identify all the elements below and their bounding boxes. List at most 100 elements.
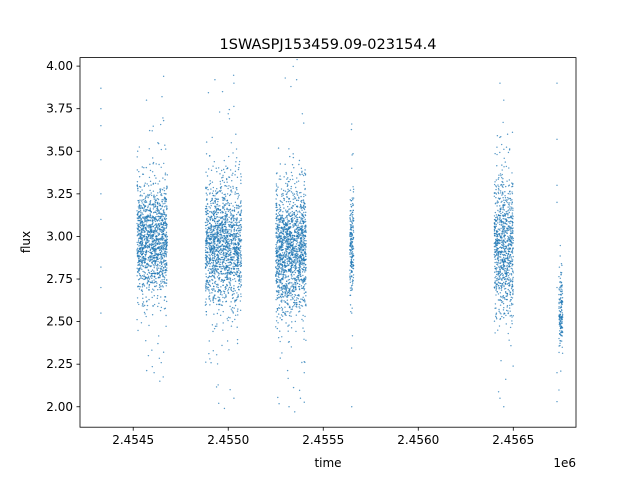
data-point bbox=[275, 206, 277, 209]
data-point bbox=[160, 237, 162, 239]
data-point bbox=[233, 244, 235, 246]
data-point bbox=[156, 225, 158, 228]
data-point bbox=[297, 298, 299, 300]
data-point bbox=[138, 267, 141, 269]
data-point bbox=[163, 281, 166, 283]
data-point bbox=[235, 233, 238, 235]
data-point bbox=[141, 199, 143, 201]
data-point bbox=[227, 319, 229, 322]
data-point bbox=[152, 230, 154, 232]
data-point bbox=[289, 200, 292, 203]
data-point bbox=[220, 258, 222, 261]
data-point bbox=[304, 194, 307, 196]
data-point bbox=[285, 230, 287, 233]
data-point bbox=[226, 249, 228, 251]
data-point bbox=[148, 278, 151, 280]
data-point bbox=[302, 274, 304, 277]
data-point bbox=[289, 287, 291, 290]
data-point bbox=[304, 255, 307, 257]
data-point bbox=[213, 226, 215, 228]
data-point bbox=[302, 320, 304, 322]
data-point bbox=[139, 227, 142, 229]
data-point bbox=[506, 180, 508, 182]
data-point bbox=[303, 262, 306, 264]
data-point bbox=[291, 321, 293, 323]
data-point bbox=[238, 278, 241, 281]
data-point bbox=[352, 238, 355, 240]
data-point bbox=[217, 200, 219, 203]
data-point bbox=[281, 309, 283, 311]
data-point bbox=[282, 229, 284, 231]
data-point bbox=[286, 236, 288, 238]
data-point bbox=[160, 228, 163, 231]
data-point bbox=[283, 218, 285, 220]
data-point bbox=[234, 201, 237, 204]
data-point bbox=[214, 215, 216, 218]
data-point bbox=[227, 201, 229, 204]
data-point bbox=[350, 203, 352, 206]
data-point bbox=[143, 250, 145, 253]
data-point bbox=[210, 253, 213, 256]
data-point bbox=[212, 229, 214, 231]
data-point bbox=[146, 287, 148, 289]
data-point bbox=[233, 207, 236, 209]
data-point bbox=[297, 253, 299, 256]
data-point bbox=[293, 305, 295, 307]
data-point bbox=[235, 299, 237, 301]
data-point bbox=[293, 260, 295, 262]
data-point bbox=[147, 206, 149, 209]
data-point bbox=[276, 309, 279, 311]
data-point bbox=[212, 252, 214, 254]
data-point bbox=[501, 164, 503, 166]
data-point bbox=[282, 189, 285, 192]
data-point bbox=[205, 285, 208, 288]
data-point bbox=[142, 244, 144, 246]
data-point bbox=[205, 141, 208, 143]
data-point bbox=[233, 224, 236, 226]
data-point bbox=[234, 318, 236, 321]
data-point bbox=[142, 256, 144, 259]
data-point bbox=[138, 201, 140, 203]
data-point bbox=[288, 227, 290, 230]
data-point bbox=[218, 297, 221, 299]
data-point bbox=[138, 254, 140, 257]
data-point bbox=[136, 243, 139, 246]
data-point bbox=[164, 193, 167, 195]
data-point bbox=[351, 222, 354, 225]
data-point bbox=[235, 251, 237, 253]
data-point bbox=[144, 216, 146, 218]
data-point bbox=[240, 173, 242, 175]
data-point bbox=[158, 272, 161, 274]
data-point bbox=[164, 250, 167, 253]
data-point bbox=[217, 384, 219, 386]
data-point bbox=[140, 218, 143, 220]
data-point bbox=[207, 209, 209, 212]
data-point bbox=[275, 235, 277, 237]
data-point bbox=[298, 267, 301, 269]
data-point bbox=[303, 266, 306, 269]
data-point bbox=[144, 205, 147, 207]
data-point bbox=[206, 251, 209, 253]
data-point bbox=[282, 226, 284, 229]
data-point bbox=[282, 233, 285, 236]
data-point bbox=[161, 279, 163, 281]
data-point bbox=[166, 251, 168, 253]
data-point bbox=[160, 247, 162, 250]
data-point bbox=[292, 287, 295, 290]
data-point bbox=[292, 237, 294, 239]
data-point bbox=[228, 203, 230, 205]
data-point bbox=[164, 174, 167, 176]
data-point bbox=[238, 283, 241, 285]
data-point bbox=[145, 218, 148, 220]
data-point bbox=[281, 214, 283, 217]
data-point bbox=[207, 188, 209, 191]
data-point bbox=[144, 218, 146, 220]
data-point bbox=[238, 163, 240, 166]
data-point bbox=[276, 229, 278, 231]
data-point bbox=[226, 193, 229, 195]
data-point bbox=[153, 224, 156, 226]
data-point bbox=[303, 298, 306, 300]
data-point bbox=[281, 282, 284, 285]
data-point bbox=[225, 294, 227, 296]
data-point bbox=[205, 280, 207, 282]
